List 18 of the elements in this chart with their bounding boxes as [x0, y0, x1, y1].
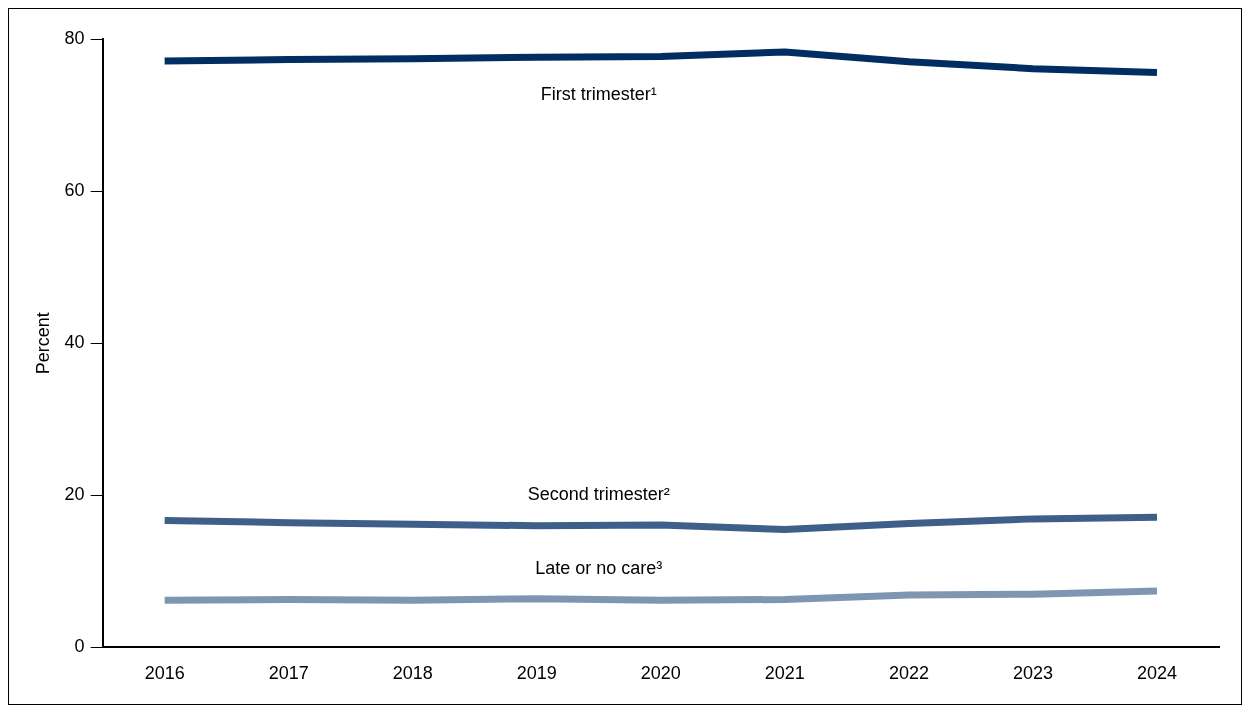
x-tick-label: 2019	[516, 663, 557, 684]
series-label: Late or no care³	[535, 558, 663, 579]
x-tick-label: 2024	[1136, 663, 1177, 684]
y-axis-title: Percent	[32, 312, 53, 375]
series-label: Second trimester²	[527, 484, 670, 505]
y-tick-label: 40	[64, 332, 85, 353]
x-tick-label: 2020	[640, 663, 681, 684]
x-tick-label: 2021	[764, 663, 805, 684]
x-tick-label: 2017	[268, 663, 309, 684]
x-tick-label: 2022	[888, 663, 929, 684]
y-tick-label: 60	[64, 180, 85, 201]
y-tick-label: 20	[64, 484, 85, 505]
x-tick-label: 2018	[392, 663, 433, 684]
y-tick-label: 0	[74, 636, 85, 657]
x-tick-label: 2016	[144, 663, 185, 684]
x-tick-label: 2023	[1012, 663, 1053, 684]
y-tick-label: 80	[64, 27, 85, 48]
series-label: First trimester¹	[540, 83, 657, 104]
